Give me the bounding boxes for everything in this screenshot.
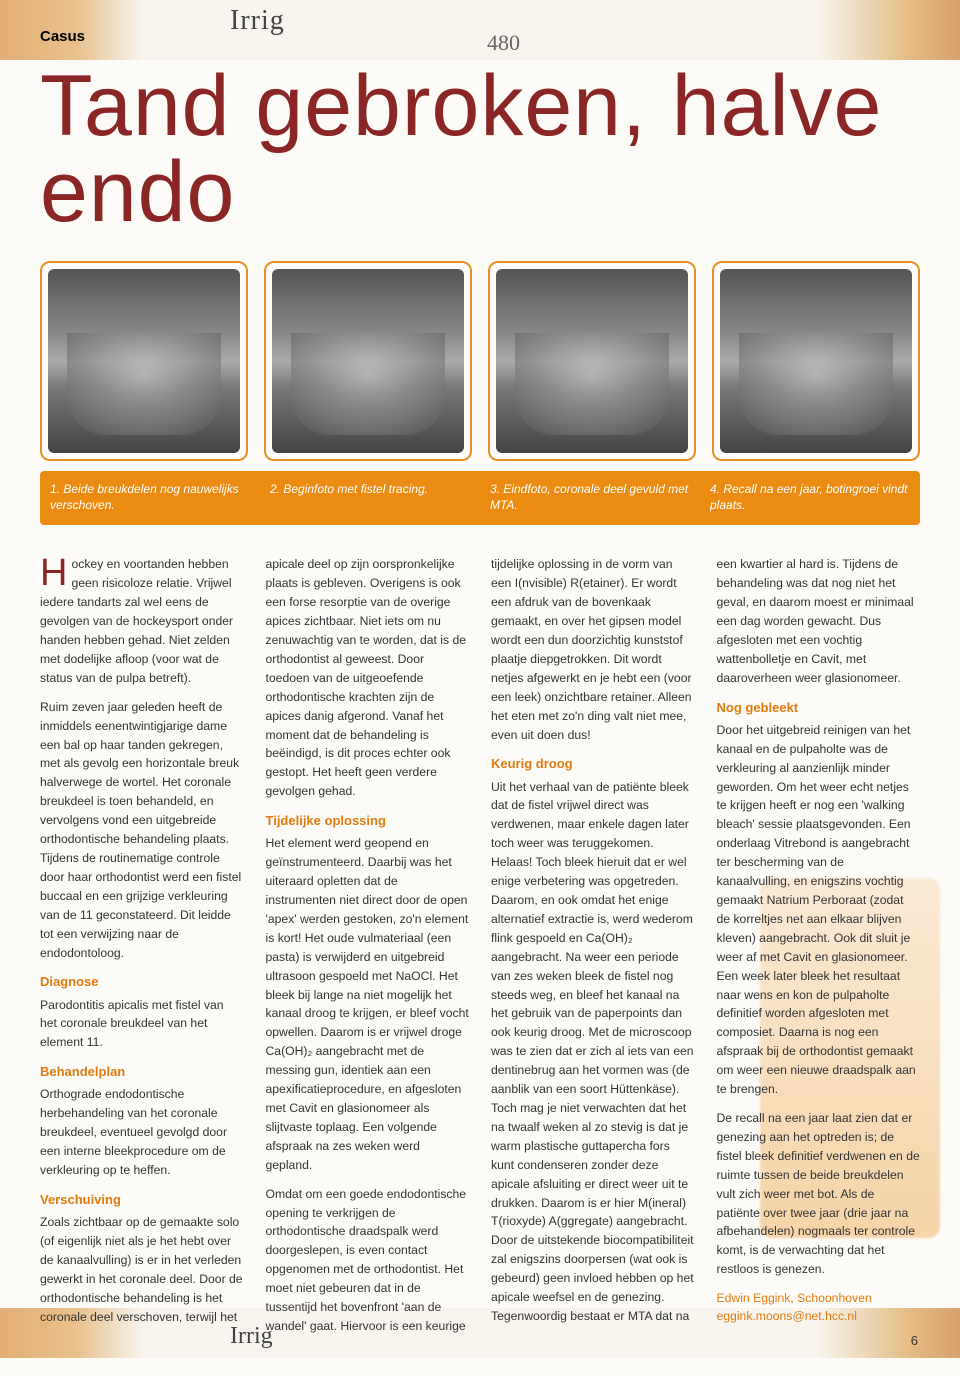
paragraph: Ruim zeven jaar geleden heeft de inmidde… [40, 698, 244, 963]
paragraph: Het element werd geopend en geïnstrument… [266, 834, 470, 1174]
paragraph: Door het uitgebreid reinigen van het kan… [717, 721, 921, 1099]
article-body: Hockey en voortanden hebben geen risicol… [40, 555, 920, 1335]
paragraph: Orthograde endodontische herbehandeling … [40, 1085, 244, 1180]
figures-row [40, 261, 920, 461]
heading-verschuiving: Verschuiving [40, 1190, 244, 1210]
caption-2: 2. Beginfoto met fistel tracing. [260, 471, 480, 525]
captions-bar: 1. Beide breukdelen nog nauwelijks versc… [40, 471, 920, 525]
figure-3 [488, 261, 696, 461]
caption-4: 4. Recall na een jaar, botingroei vindt … [700, 471, 920, 525]
heading-diagnose: Diagnose [40, 972, 244, 992]
paragraph: Parodontitis apicalis met fistel van het… [40, 996, 244, 1053]
author-name: Edwin Eggink, Schoonhoven [717, 1291, 872, 1305]
xray-image-1 [48, 269, 240, 453]
figure-1 [40, 261, 248, 461]
figure-2 [264, 261, 472, 461]
heading-behandelplan: Behandelplan [40, 1062, 244, 1082]
caption-3: 3. Eindfoto, coronale deel gevuld met MT… [480, 471, 700, 525]
xray-image-4 [720, 269, 912, 453]
headline: Tand gebroken, halve endo [40, 63, 920, 235]
author-email: eggink.moons@net.hcc.nl [717, 1309, 857, 1323]
section-label: Casus [40, 28, 920, 45]
page-content: Casus Tand gebroken, halve endo 1. Beide… [0, 0, 960, 1376]
figure-4 [712, 261, 920, 461]
page-number: 6 [911, 1333, 918, 1348]
heading-tijdelijke-oplossing: Tijdelijke oplossing [266, 811, 470, 831]
heading-nog-gebleekt: Nog gebleekt [717, 698, 921, 718]
xray-image-3 [496, 269, 688, 453]
lead-paragraph: Hockey en voortanden hebben geen risicol… [40, 555, 244, 687]
xray-image-2 [272, 269, 464, 453]
heading-keurig-droog: Keurig droog [491, 754, 695, 774]
author-block: Edwin Eggink, Schoonhoven eggink.moons@n… [717, 1289, 921, 1326]
paragraph: De recall na een jaar laat zien dat er g… [717, 1109, 921, 1279]
caption-1: 1. Beide breukdelen nog nauwelijks versc… [40, 471, 260, 525]
dropcap: H [40, 555, 71, 589]
